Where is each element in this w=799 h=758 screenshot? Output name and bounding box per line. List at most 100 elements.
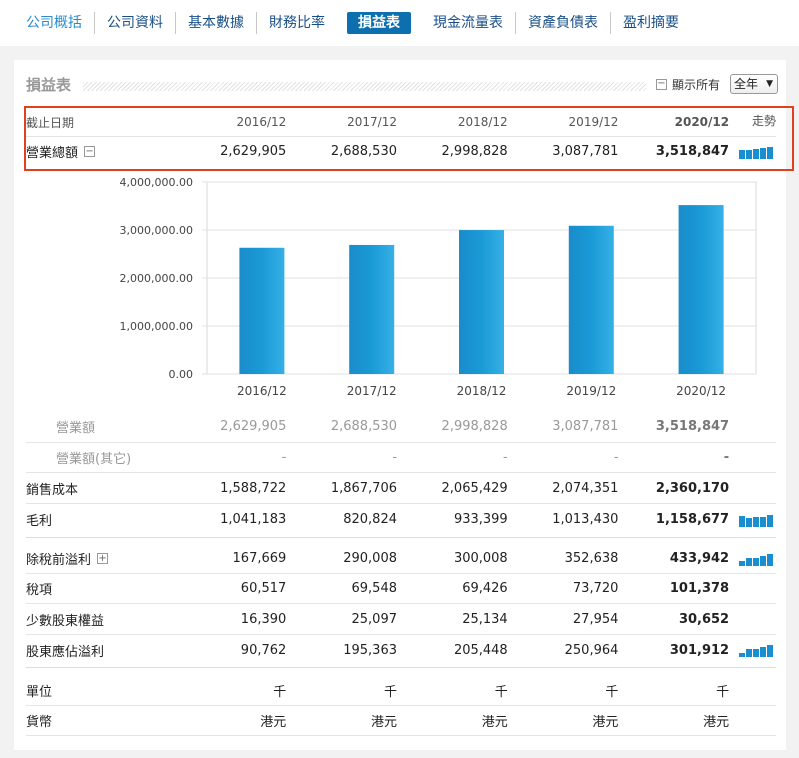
cell-value: 205,448 [453, 642, 508, 658]
year-2019: 2019/12 [568, 115, 619, 129]
table-row: 營業額(其它) - - - - - [26, 443, 776, 473]
cell-value: - [723, 450, 730, 465]
revenue-bar-chart: 0.00 1,000,000.00 2,000,000.00 3,000,000.00… [120, 176, 757, 398]
sparkline-bar [753, 148, 760, 159]
table-row: 除稅前溢利 + 167,669 290,008 300,008 352,638 4… [26, 544, 776, 574]
y-tick-label: 3,000,000.00 [120, 224, 193, 237]
tab-company-info[interactable]: 公司資料 [95, 12, 176, 34]
trend-sparkline[interactable] [729, 552, 776, 566]
period-select[interactable]: 全年 ▼ [730, 74, 778, 94]
cell-value: 1,867,706 [330, 480, 397, 496]
table-row: 股東應佔溢利 90,762 195,363 205,448 250,964 30… [26, 635, 776, 665]
sparkline-bar [753, 557, 760, 566]
cell-value: 港元 [370, 715, 397, 730]
row-label: 股東應佔溢利 [26, 644, 105, 660]
cell-value: - [281, 450, 287, 465]
cell-value: 1,588,722 [220, 480, 287, 496]
tab-bar: 公司概括 公司資料 基本數據 財務比率 損益表 現金流量表 資產負債表 盈利摘要 [0, 0, 799, 46]
sparkline-icon [739, 146, 774, 159]
y-tick-label: 2,000,000.00 [120, 272, 193, 285]
cell-value: 30,652 [678, 611, 730, 627]
cell-value: - [613, 450, 619, 465]
cell-value: 千 [273, 685, 287, 700]
sparkline-bar [753, 649, 760, 657]
table-row: 少數股東權益 16,390 25,097 25,134 27,954 30,65… [26, 604, 776, 635]
sparkline-bar [767, 146, 774, 159]
header-row: 截止日期 2016/12 2017/12 2018/12 2019/12 202… [26, 108, 776, 137]
row-label: 稅項 [26, 583, 53, 598]
tab-basic-data[interactable]: 基本數據 [176, 12, 257, 34]
trend-sparkline[interactable] [729, 643, 776, 657]
chart-bar [239, 247, 285, 374]
cell-value: - [503, 450, 508, 465]
cell-value: 3,518,847 [655, 419, 730, 434]
cell-value: 195,363 [343, 642, 397, 658]
sparkline-bar [760, 147, 767, 159]
trend-empty [729, 684, 776, 698]
sparkline-bar [760, 555, 767, 566]
cell-value: 2,629,905 [220, 419, 287, 434]
row-label: 貨幣 [26, 715, 53, 730]
chart-bar [349, 244, 395, 374]
cell-value: 3,087,781 [552, 144, 619, 159]
tab-earnings-summary[interactable]: 盈利摘要 [623, 15, 679, 31]
cell-value: 90,762 [240, 642, 287, 658]
trend-sparkline[interactable] [729, 513, 776, 527]
cell-value: 300,008 [453, 551, 508, 566]
sparkline-icon [739, 514, 774, 527]
show-all-label[interactable]: 顯示所有 [671, 77, 720, 92]
table-row: 毛利 1,041,183 820,824 933,399 1,013,430 1… [26, 504, 776, 535]
trend-sparkline[interactable] [729, 145, 776, 159]
cell-value: 73,720 [572, 581, 619, 596]
sparkline-bar [760, 647, 767, 657]
sparkline-bar [767, 553, 774, 566]
cell-value: 2,065,429 [441, 480, 508, 496]
cell-value: 港元 [260, 715, 287, 730]
cell-value: 3,087,781 [552, 419, 619, 434]
tab-cash-flow[interactable]: 現金流量表 [421, 12, 516, 34]
sparkline-icon [739, 553, 774, 566]
cell-value: 港元 [481, 715, 508, 730]
period-select-value: 全年 [734, 77, 759, 91]
collapse-icon[interactable]: − [84, 146, 96, 157]
cell-value: 101,378 [669, 581, 730, 596]
section-header: 損益表 − 顯示所有 全年 ▼ [26, 72, 778, 96]
cell-value: 千 [383, 685, 397, 700]
row-label-text: 除稅前溢利 [26, 553, 92, 568]
trend-empty [729, 451, 776, 465]
collapse-icon[interactable]: − [655, 77, 667, 90]
expand-icon[interactable]: + [97, 553, 109, 564]
trend-label: 走勢 [751, 114, 776, 128]
cell-value: 3,518,847 [655, 144, 730, 159]
cell-value: 2,074,351 [552, 480, 619, 496]
trend-empty [729, 714, 776, 728]
sparkline-bar [760, 516, 767, 527]
sparkline-bar [739, 653, 746, 657]
row-label-text: 營業總額 [26, 146, 79, 161]
table-row: 營業額 2,629,905 2,688,530 2,998,828 3,087,… [26, 411, 776, 443]
tab-income-statement[interactable]: 損益表 [347, 12, 411, 34]
x-tick-label: 2017/12 [347, 384, 397, 398]
year-2018: 2018/12 [457, 115, 508, 129]
tab-financial-ratios[interactable]: 財務比率 [269, 15, 325, 31]
cell-value: 千 [494, 685, 508, 700]
section-divider [26, 667, 776, 668]
chart-bar [678, 205, 724, 374]
cell-value: 港元 [592, 715, 619, 730]
row-label: 銷售成本 [26, 482, 79, 498]
cell-value: 1,158,677 [655, 512, 730, 527]
income-statement-panel: 損益表 − 顯示所有 全年 ▼ 截止日期 2016/12 2017/12 201… [14, 60, 794, 750]
cell-value: 27,954 [572, 611, 619, 627]
row-label: 營業額(其它) [56, 452, 132, 467]
sparkline-bar [746, 149, 753, 159]
cell-value: 2,688,530 [330, 419, 398, 434]
sparkline-bar [739, 515, 746, 527]
cell-value: 1,041,183 [220, 512, 287, 527]
sparkline-bar [753, 516, 760, 527]
tab-balance-sheet[interactable]: 資產負債表 [516, 12, 611, 34]
table-row: 稅項 60,517 69,548 69,426 73,720 101,378 [26, 574, 776, 604]
y-tick-label: 4,000,000.00 [120, 176, 193, 189]
tab-company-overview[interactable]: 公司概括 [14, 12, 95, 34]
row-label: 單位 [26, 685, 53, 700]
trend-empty [729, 612, 776, 626]
